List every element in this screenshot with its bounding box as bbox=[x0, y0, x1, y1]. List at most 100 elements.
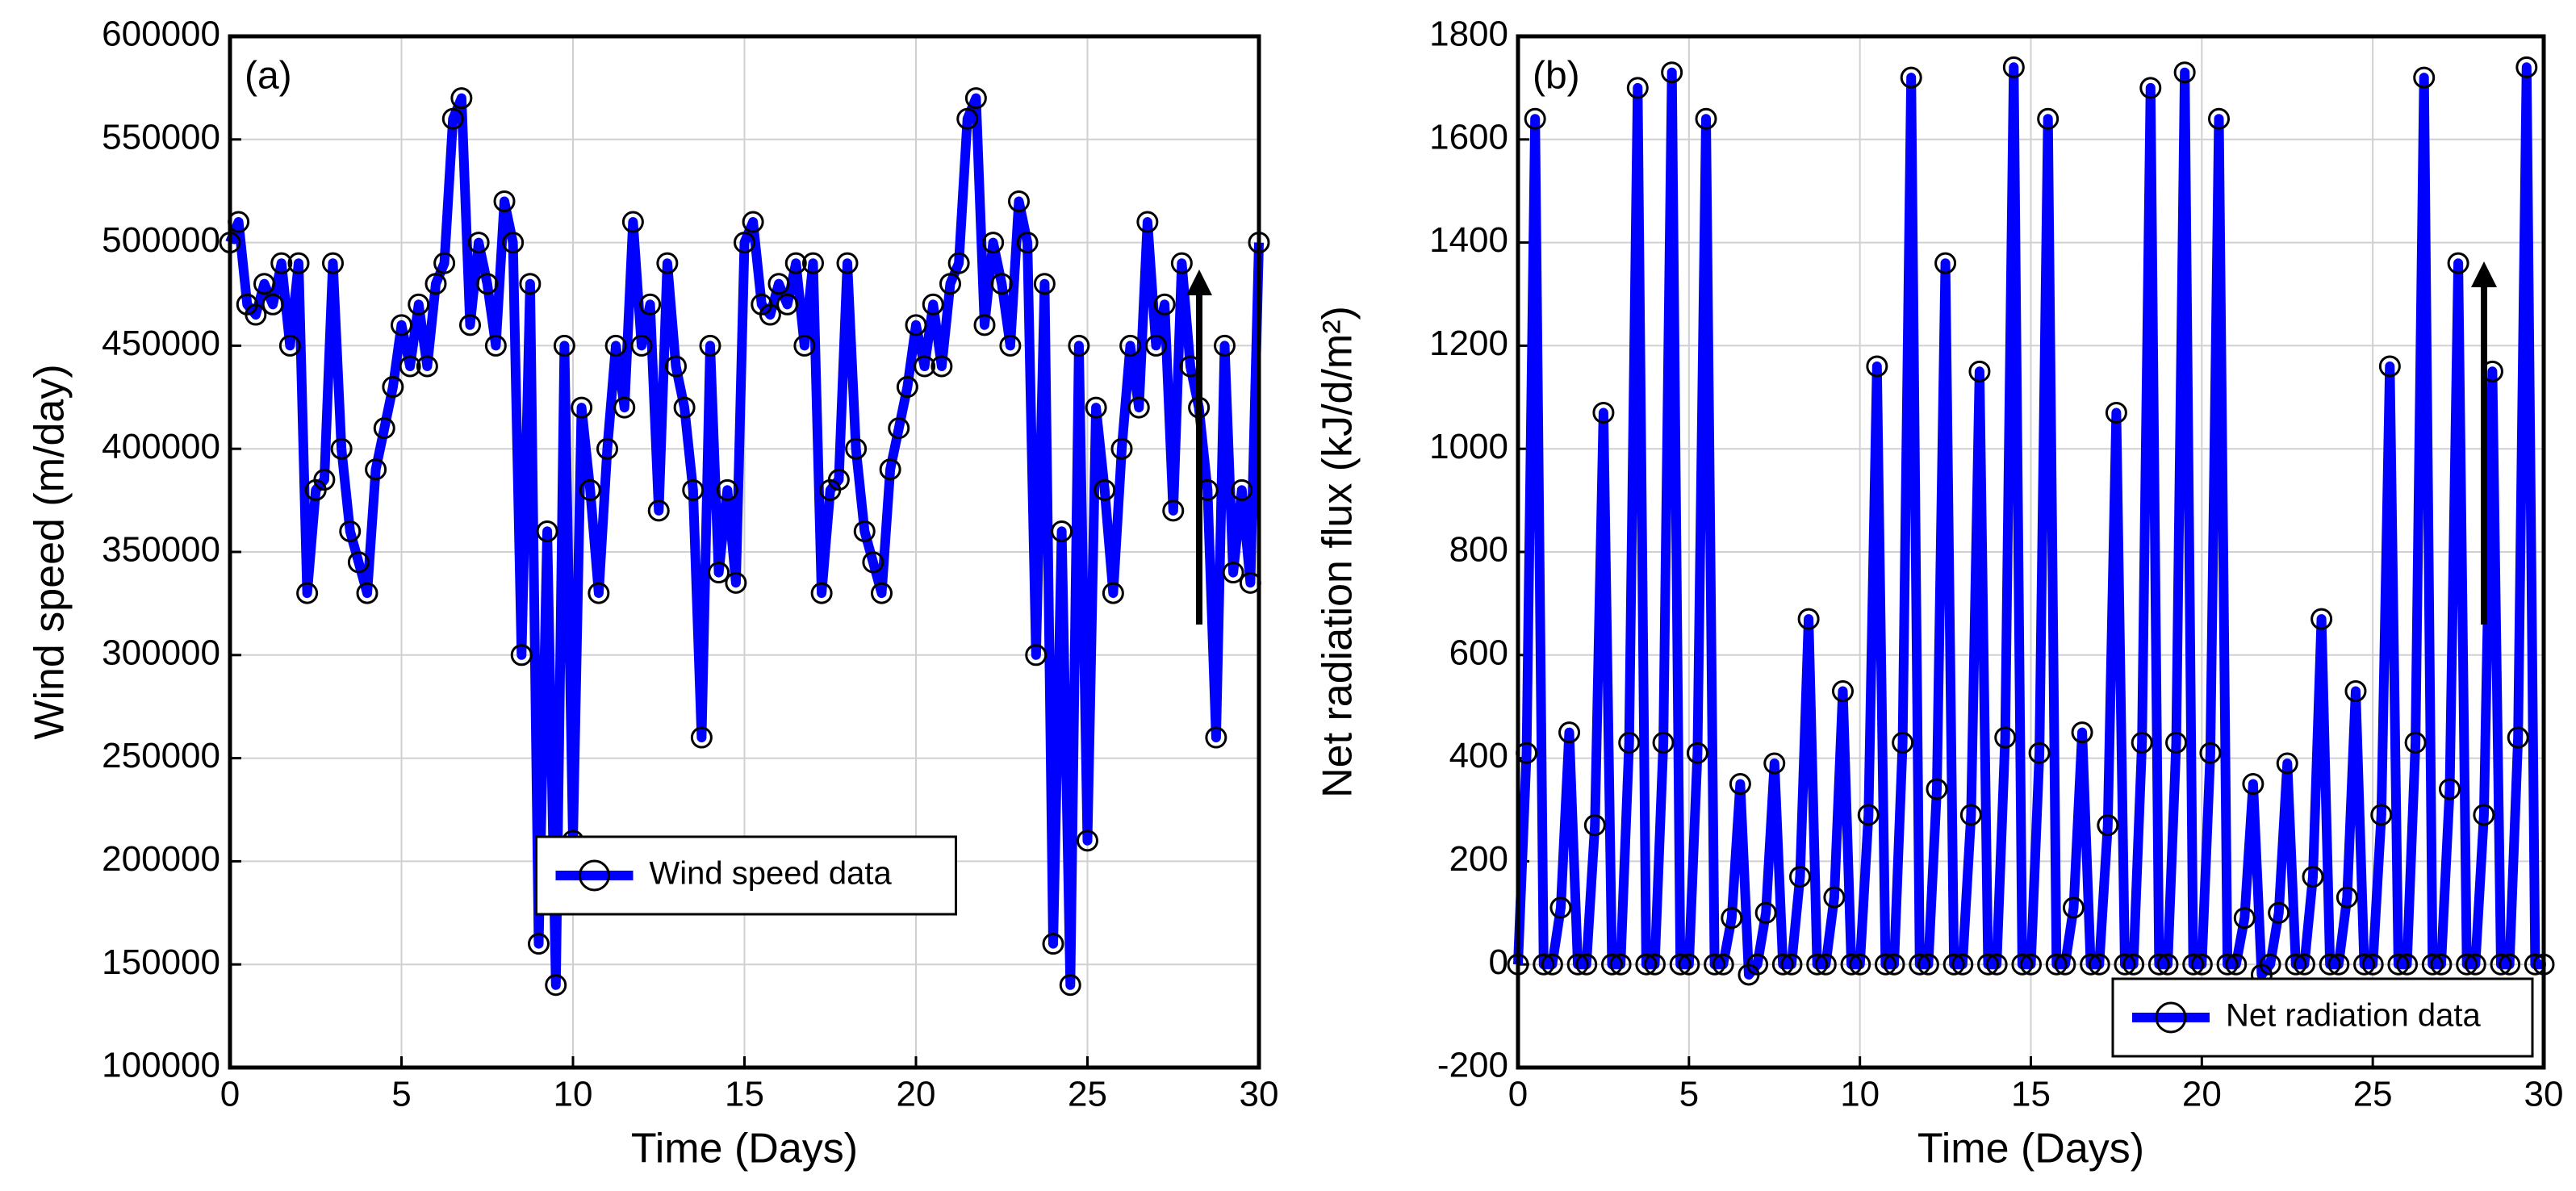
data-point bbox=[1592, 401, 1615, 424]
data-point bbox=[1119, 334, 1142, 357]
data-point bbox=[1985, 953, 2008, 976]
legend-marker bbox=[2155, 1001, 2187, 1034]
data-point bbox=[2011, 953, 2034, 976]
data-point bbox=[2438, 778, 2461, 800]
data-point bbox=[1162, 499, 1185, 522]
data-point bbox=[245, 303, 267, 326]
data-point bbox=[956, 107, 979, 130]
y-tick-label: 100000 bbox=[102, 1046, 220, 1085]
data-point bbox=[1704, 953, 1726, 976]
data-point bbox=[2156, 953, 2179, 976]
y-tick-label: 200000 bbox=[102, 839, 220, 879]
data-point bbox=[1942, 953, 1965, 976]
data-point bbox=[2131, 731, 2153, 754]
x-tick-label: 0 bbox=[220, 1075, 240, 1114]
data-point bbox=[1059, 974, 1081, 997]
data-point bbox=[682, 478, 705, 501]
data-point bbox=[510, 644, 533, 667]
x-tick-label: 5 bbox=[391, 1075, 411, 1114]
data-point bbox=[656, 252, 679, 274]
data-point bbox=[2319, 953, 2341, 976]
y-tick-label: 800 bbox=[1449, 530, 1508, 570]
panel-label: (a) bbox=[245, 55, 292, 98]
data-point bbox=[621, 211, 644, 233]
data-point bbox=[1721, 907, 1743, 930]
data-point bbox=[1763, 752, 1786, 775]
legend-label: Net radiation data bbox=[2226, 998, 2482, 1034]
data-point bbox=[2404, 731, 2427, 754]
y-tick-label: 250000 bbox=[102, 736, 220, 775]
data-point bbox=[2216, 953, 2239, 976]
data-point bbox=[2190, 953, 2213, 976]
data-point bbox=[699, 334, 721, 357]
data-point bbox=[2268, 901, 2290, 924]
data-point bbox=[2327, 953, 2350, 976]
data-point bbox=[1077, 830, 1098, 852]
data-point bbox=[2259, 953, 2281, 976]
data-point bbox=[2097, 814, 2119, 837]
data-point bbox=[2071, 721, 2093, 744]
data-point bbox=[2456, 953, 2478, 976]
y-tick-label: 1000 bbox=[1429, 427, 1508, 466]
y-tick-label: 0 bbox=[1489, 942, 1508, 982]
data-point bbox=[382, 376, 404, 399]
data-point bbox=[871, 582, 893, 604]
data-point bbox=[2464, 953, 2486, 976]
data-point bbox=[793, 334, 816, 357]
data-point bbox=[1549, 896, 1572, 919]
data-point bbox=[1977, 953, 2000, 976]
data-point bbox=[1618, 731, 1641, 754]
x-tick-label: 0 bbox=[1508, 1075, 1528, 1114]
data-point bbox=[2054, 953, 2076, 976]
data-point bbox=[1926, 778, 1948, 800]
data-point bbox=[2396, 953, 2419, 976]
data-point bbox=[441, 107, 464, 130]
data-point bbox=[716, 478, 738, 501]
data-point bbox=[665, 355, 687, 378]
data-point bbox=[1524, 107, 1546, 130]
data-point bbox=[2165, 731, 2188, 754]
data-point bbox=[399, 355, 421, 378]
data-line bbox=[225, 93, 1264, 990]
data-point bbox=[2336, 886, 2358, 909]
data-point bbox=[1823, 886, 1846, 909]
data-point bbox=[734, 232, 755, 254]
data-point bbox=[373, 417, 395, 440]
plot-frame bbox=[228, 34, 1261, 1070]
data-point bbox=[1583, 814, 1606, 837]
legend-marker bbox=[579, 859, 610, 892]
x-tick-label: 15 bbox=[725, 1075, 764, 1114]
y-axis-title: Wind speed (m/day) bbox=[27, 364, 73, 739]
data-point bbox=[2447, 252, 2469, 274]
x-tick-label: 20 bbox=[897, 1075, 936, 1114]
data-point bbox=[1959, 804, 1982, 826]
data-point bbox=[270, 252, 293, 274]
data-point bbox=[905, 314, 927, 336]
x-tick-label: 30 bbox=[1240, 1075, 1279, 1114]
panel-label: (b) bbox=[1533, 55, 1580, 98]
data-point bbox=[1110, 437, 1133, 460]
data-point bbox=[1533, 953, 1555, 976]
data-point bbox=[261, 293, 284, 316]
data-point bbox=[1601, 953, 1624, 976]
data-point bbox=[356, 582, 378, 604]
data-point bbox=[879, 458, 901, 481]
data-point bbox=[2199, 742, 2222, 764]
data-point bbox=[2353, 953, 2376, 976]
data-point bbox=[2378, 355, 2401, 378]
data-point bbox=[287, 252, 310, 274]
data-point bbox=[2088, 953, 2110, 976]
data-point bbox=[2421, 953, 2444, 976]
data-point bbox=[596, 437, 618, 460]
data-point bbox=[1934, 252, 1957, 274]
data-point bbox=[365, 458, 387, 481]
data-point bbox=[2276, 752, 2298, 775]
data-point bbox=[613, 396, 636, 419]
data-point bbox=[450, 87, 473, 110]
data-point bbox=[2302, 866, 2324, 888]
data-point bbox=[313, 469, 336, 491]
x-tick-label: 10 bbox=[1840, 1075, 1880, 1114]
data-point bbox=[1205, 726, 1227, 749]
data-point bbox=[2028, 742, 2051, 764]
data-point bbox=[1754, 901, 1777, 924]
